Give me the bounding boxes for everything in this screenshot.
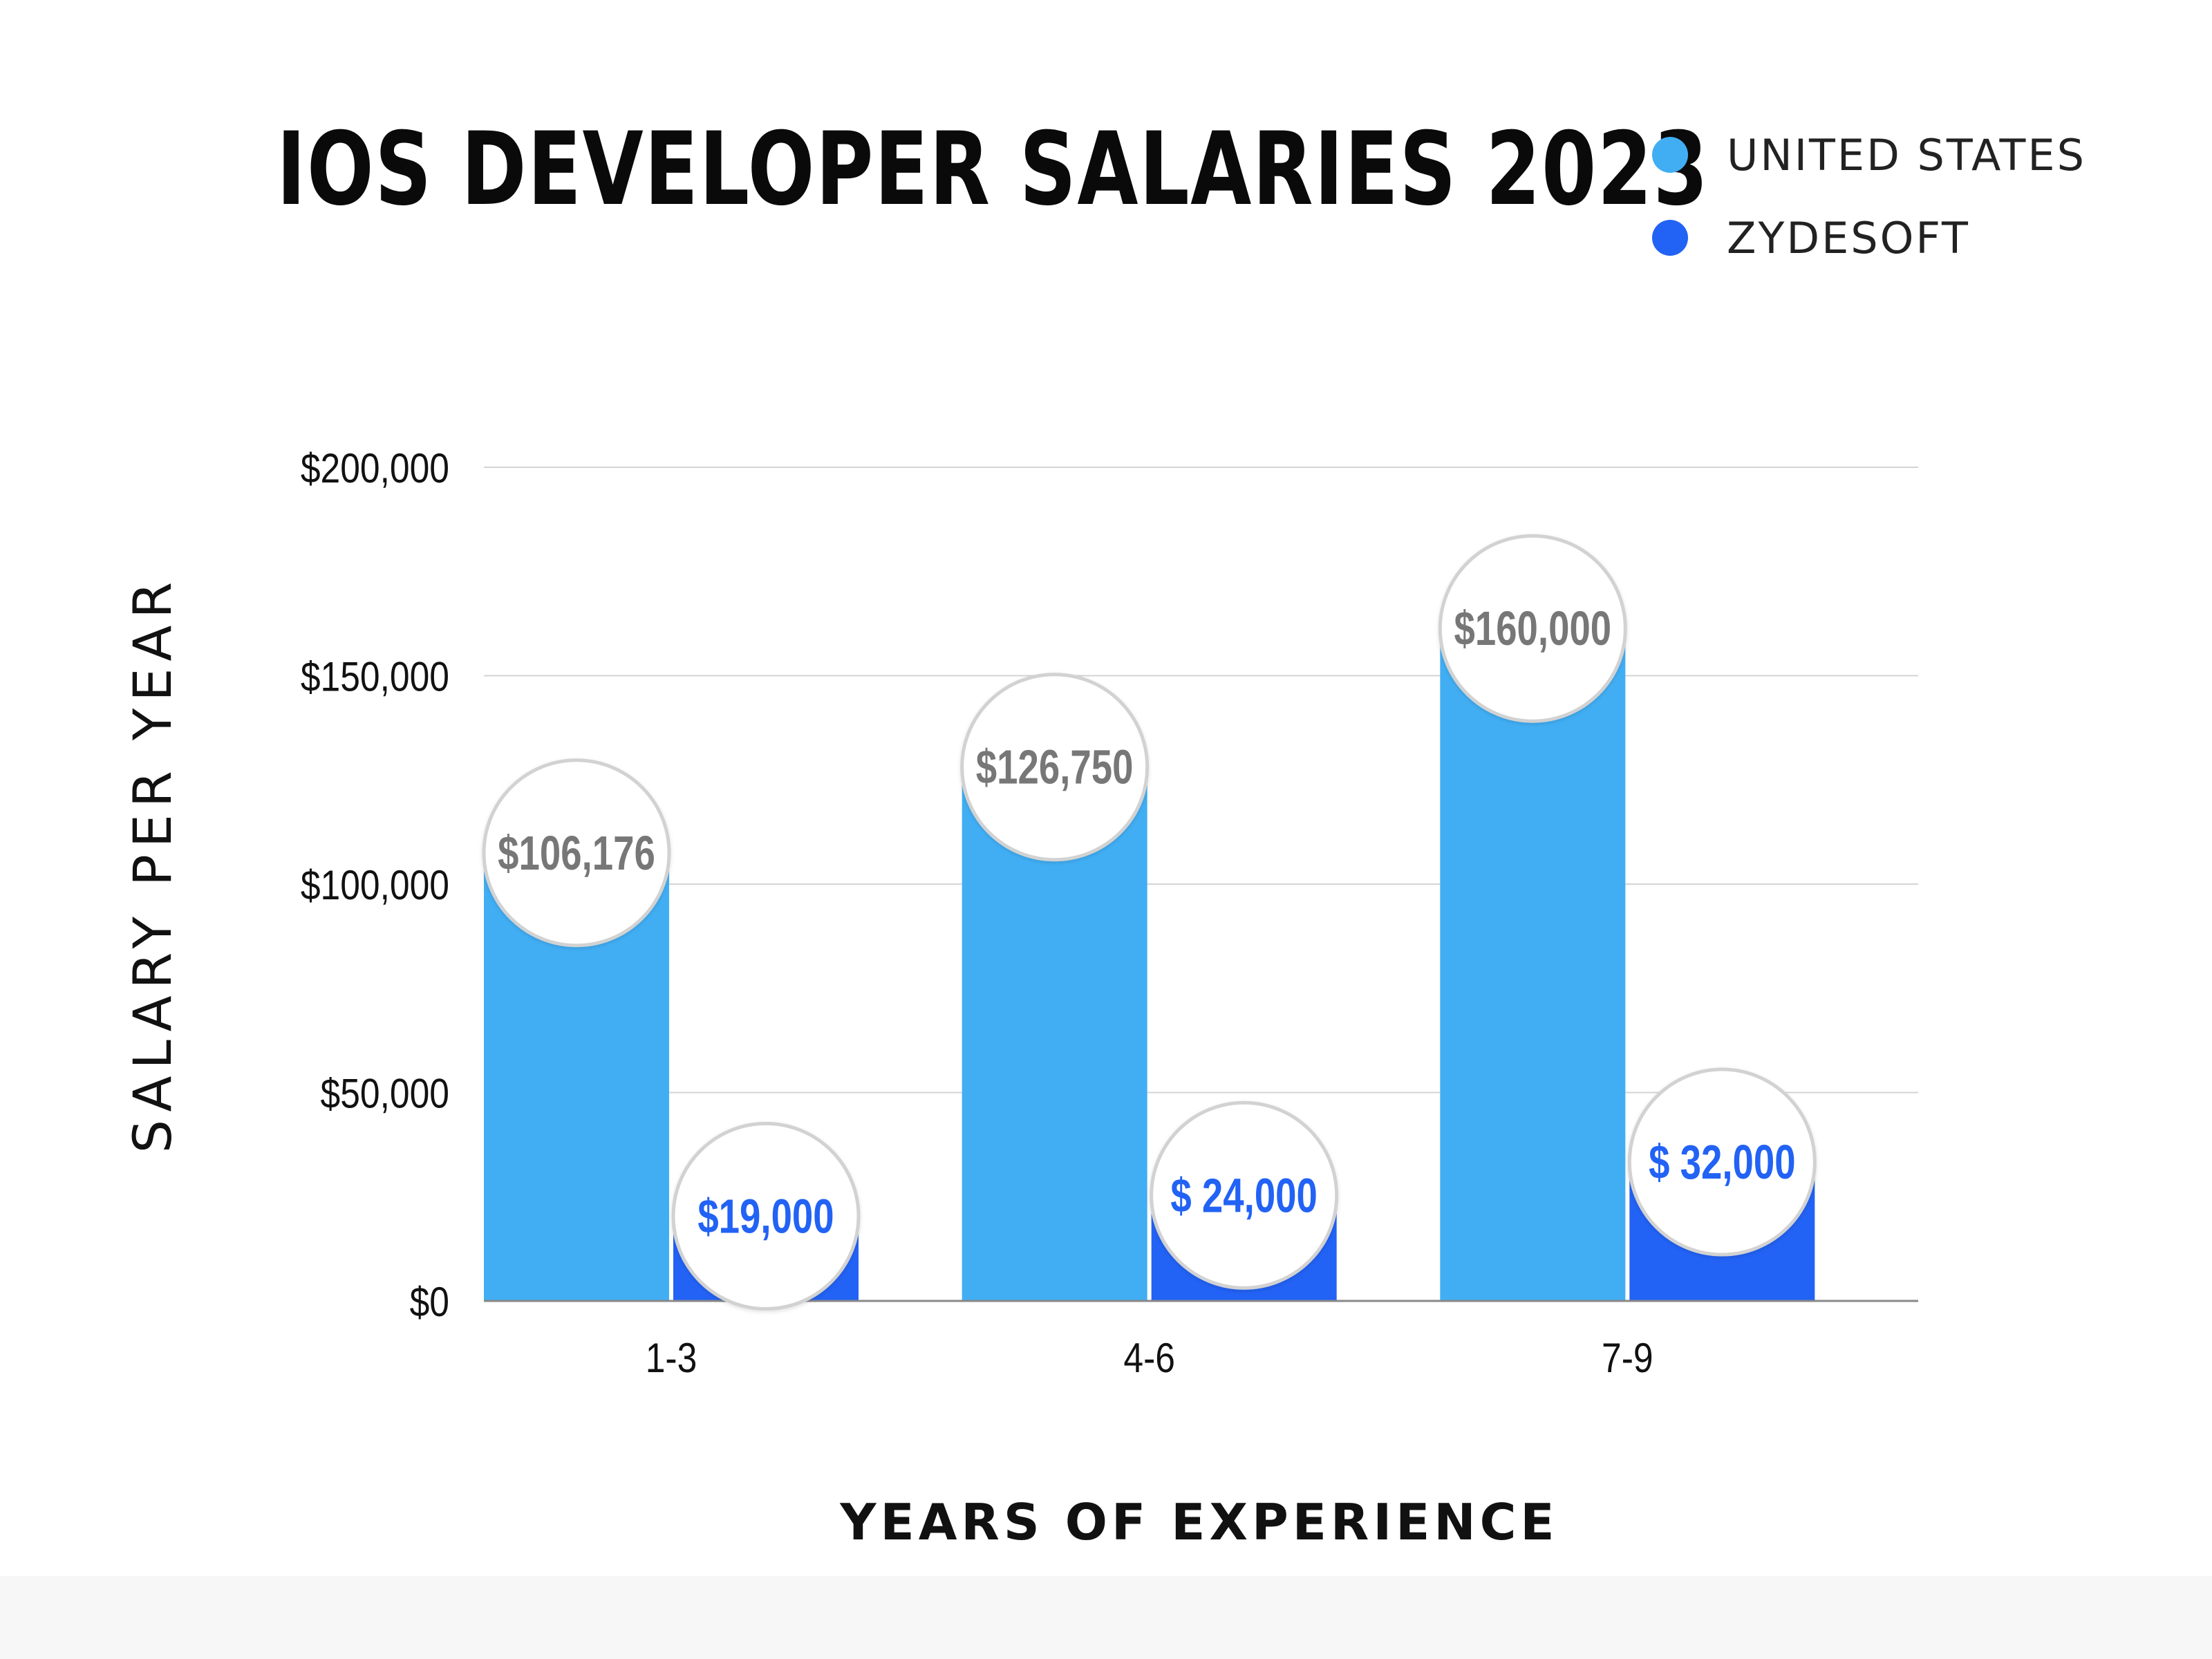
data-label: $ 24,000 (1170, 1169, 1318, 1223)
x-tick-labels: 1-3 4-6 7-9 (646, 1334, 1653, 1381)
legend-label-united-states: UNITED STATES (1727, 129, 2086, 180)
bar (484, 858, 669, 1301)
footer-band (0, 1576, 2212, 1659)
legend-label-zydesoft: ZYDESOFT (1727, 212, 1970, 263)
legend-swatch-united-states (1652, 137, 1688, 173)
y-tick-labels: $0 $50,000 $100,000 $150,000 $200,000 (301, 444, 449, 1325)
data-label-bubble (671, 1121, 861, 1311)
bar (962, 772, 1147, 1301)
data-label: $160,000 (1454, 602, 1611, 656)
data-label-bubble (960, 673, 1150, 862)
y-tick-label: $150,000 (301, 653, 449, 700)
y-tick-label: $0 (410, 1278, 449, 1325)
data-labels: $106,176 $19,000 $126,750 $ 24,000 $160,000 $… (482, 534, 1817, 1311)
bar (1440, 634, 1626, 1301)
data-label: $19,000 (697, 1190, 834, 1244)
x-tick-label: 7-9 (1602, 1334, 1653, 1381)
data-label-bubble (1627, 1067, 1817, 1257)
x-axis-title: YEARS OF EXPERIENCE (840, 1493, 1559, 1551)
data-label: $106,176 (498, 826, 655, 880)
data-label: $126,750 (976, 740, 1134, 794)
y-tick-label: $200,000 (301, 444, 449, 491)
legend-swatch-zydesoft (1652, 220, 1688, 256)
x-tick-label: 4-6 (1123, 1334, 1175, 1381)
data-label-bubble (1438, 534, 1627, 723)
x-tick-label: 1-3 (646, 1334, 697, 1381)
chart-title: IOS DEVELOPER SALARIES 2023 (276, 111, 1709, 228)
y-tick-label: $50,000 (321, 1070, 449, 1117)
grid-lines (484, 467, 1918, 1094)
legend-item-united-states: UNITED STATES (1652, 127, 2086, 182)
data-label-bubble (482, 758, 671, 948)
data-label: $ 32,000 (1649, 1136, 1796, 1190)
y-tick-label: $100,000 (301, 861, 449, 908)
data-label-bubble (1150, 1100, 1339, 1290)
legend-item-zydesoft: ZYDESOFT (1652, 210, 1970, 265)
